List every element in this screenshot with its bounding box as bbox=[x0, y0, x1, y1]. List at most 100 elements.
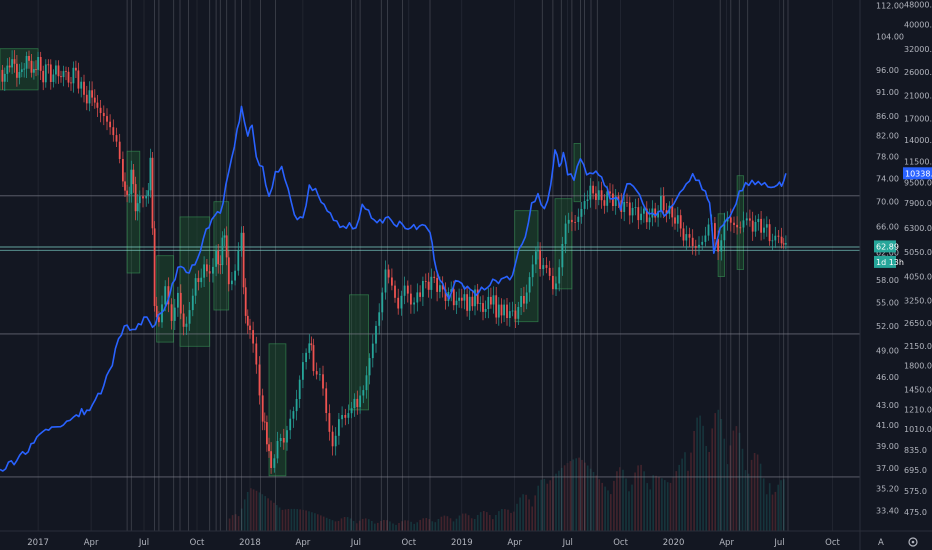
volume-bar bbox=[398, 523, 400, 531]
volume-bar bbox=[346, 517, 349, 531]
volume-bar bbox=[598, 479, 601, 531]
candle-body bbox=[542, 265, 545, 269]
candle-body bbox=[266, 422, 268, 445]
left-scale-tick-label: 82.00 bbox=[876, 132, 899, 141]
volume-bar bbox=[578, 457, 580, 531]
volume-bar bbox=[732, 430, 735, 531]
candle-body bbox=[338, 419, 340, 436]
volume-bar bbox=[661, 478, 663, 531]
volume-bar bbox=[717, 409, 720, 531]
candle-body bbox=[450, 289, 453, 292]
candle-body bbox=[603, 200, 606, 206]
volume-bar bbox=[495, 515, 497, 531]
right-scale-tick-label: 3250.0 bbox=[904, 297, 932, 306]
volume-bar bbox=[720, 419, 723, 531]
overlay-layer bbox=[0, 105, 787, 472]
candle-body bbox=[424, 281, 427, 282]
candle-body bbox=[757, 218, 760, 222]
volume-bar bbox=[489, 515, 491, 531]
candle-body bbox=[564, 223, 567, 244]
candle-body bbox=[662, 196, 665, 211]
volume-bar bbox=[592, 472, 595, 531]
volume-bar bbox=[681, 458, 683, 531]
candle-body bbox=[295, 399, 298, 412]
candle-body bbox=[441, 285, 444, 290]
right-scale-tick-label: 835.0 bbox=[904, 446, 927, 455]
candle-body bbox=[378, 312, 381, 326]
candle-body bbox=[606, 191, 609, 206]
candle-body bbox=[626, 202, 628, 203]
candle-body bbox=[42, 70, 45, 83]
candle-body bbox=[665, 210, 668, 214]
volume-bar bbox=[678, 464, 680, 531]
candle-body bbox=[1, 69, 4, 82]
candle-body bbox=[170, 304, 173, 321]
volume-bar bbox=[619, 467, 621, 531]
candle-body bbox=[617, 196, 620, 201]
volume-bar bbox=[705, 446, 707, 531]
left-scale-tick-label: 74.00 bbox=[876, 175, 899, 184]
volume-bar bbox=[595, 475, 598, 531]
volume-bar bbox=[774, 491, 777, 531]
candle-body bbox=[406, 285, 409, 294]
volume-bar bbox=[296, 509, 298, 531]
candle-body bbox=[720, 240, 723, 252]
volume-bar bbox=[525, 494, 527, 531]
candle-body bbox=[240, 232, 243, 251]
settings-gear-icon[interactable] bbox=[908, 537, 918, 547]
volume-bar bbox=[616, 471, 618, 531]
volume-bar bbox=[464, 513, 467, 531]
volume-bar bbox=[771, 494, 774, 531]
candle-body bbox=[555, 283, 557, 290]
candle-body bbox=[147, 190, 150, 196]
auto-scale-button[interactable]: A bbox=[878, 538, 884, 548]
candle-body bbox=[458, 297, 460, 301]
candle-body bbox=[391, 277, 393, 286]
volume-bar bbox=[507, 509, 509, 531]
candle-body bbox=[35, 69, 37, 70]
candle-body bbox=[124, 181, 126, 191]
volume-bar bbox=[534, 495, 536, 531]
candle-body bbox=[654, 208, 657, 218]
volume-bar bbox=[278, 507, 281, 531]
volume-bar bbox=[431, 521, 434, 531]
volume-bar bbox=[575, 458, 577, 531]
x-tick-label: Apr bbox=[296, 538, 311, 548]
candle-body bbox=[334, 435, 337, 447]
volume-bar bbox=[655, 475, 657, 531]
candle-body bbox=[511, 310, 514, 312]
candle-body bbox=[754, 222, 757, 232]
candle-body bbox=[102, 112, 105, 117]
candle-body bbox=[91, 90, 93, 98]
candle-body bbox=[558, 267, 561, 284]
candle-body bbox=[197, 278, 200, 282]
candle-body bbox=[55, 65, 57, 75]
volume-bar bbox=[287, 509, 290, 531]
volume-bar bbox=[349, 518, 352, 531]
volume-bar bbox=[483, 511, 485, 531]
candle-body bbox=[413, 302, 415, 305]
chart-controls: A bbox=[878, 537, 918, 548]
volume-bar bbox=[765, 494, 768, 531]
volume-bar bbox=[470, 518, 473, 531]
right-scale-tick-label: 32000.0 bbox=[904, 45, 932, 54]
volume-bar bbox=[331, 520, 334, 531]
volume-bar bbox=[669, 482, 672, 531]
candle-body bbox=[85, 94, 88, 104]
volume-bar bbox=[305, 510, 307, 531]
candle-body bbox=[52, 74, 55, 82]
candle-body bbox=[631, 208, 634, 216]
candle-body bbox=[225, 235, 228, 258]
candle-body bbox=[227, 257, 230, 285]
last-value-badge bbox=[903, 167, 932, 180]
volume-bar bbox=[267, 498, 269, 531]
candle-body bbox=[679, 215, 682, 229]
candle-body bbox=[694, 246, 697, 248]
candle-body bbox=[500, 304, 503, 316]
candle-body bbox=[353, 398, 356, 409]
candle-body bbox=[221, 237, 224, 266]
candle-body bbox=[39, 57, 42, 71]
candle-body bbox=[223, 235, 226, 238]
left-scale-tick-label: 55.00 bbox=[876, 298, 899, 307]
